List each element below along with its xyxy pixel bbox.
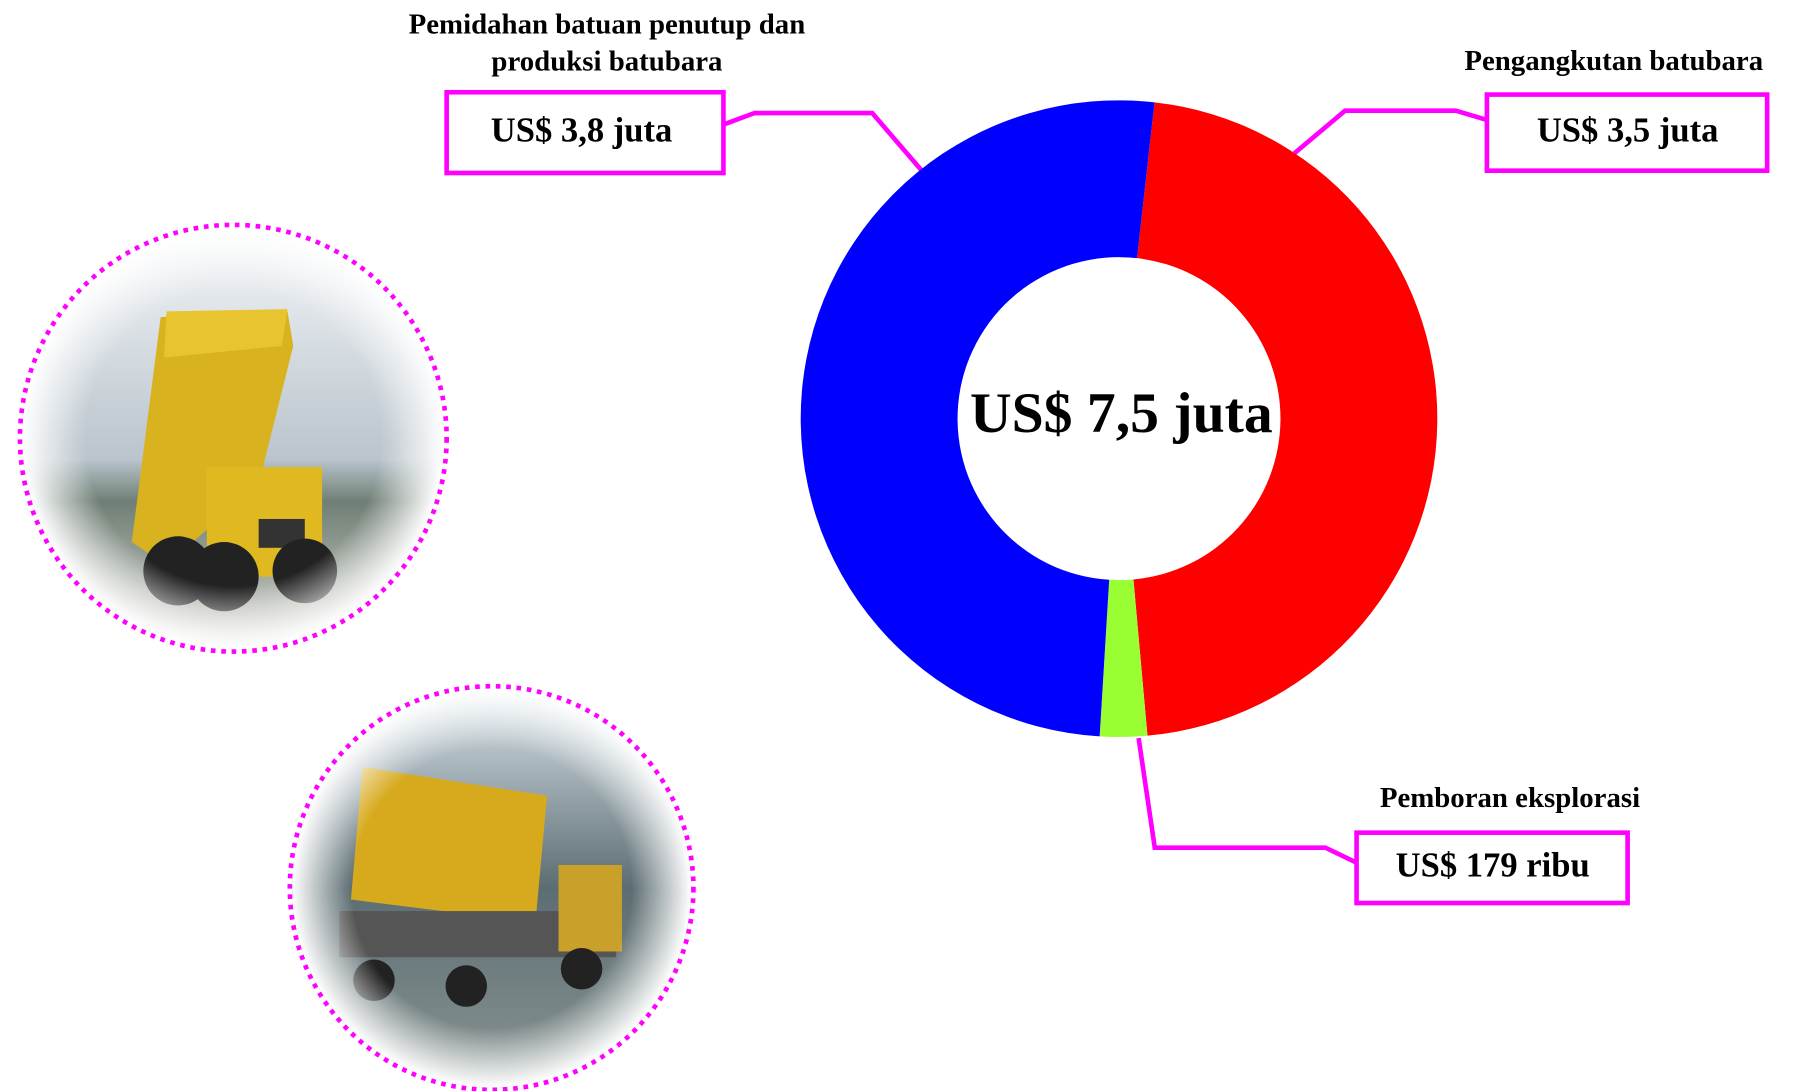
photo-trailer-truck xyxy=(287,683,696,1091)
donut-slice xyxy=(1099,579,1148,737)
callout-line xyxy=(722,110,924,173)
value-label: US$ 3,5 juta xyxy=(1537,112,1719,150)
donut xyxy=(800,100,1438,737)
photo-dump-truck xyxy=(17,222,449,654)
donut-slice xyxy=(1133,102,1438,736)
value-label: US$ 179 ribu xyxy=(1396,846,1590,884)
category-label-box: Pemidahan batuan penutup dan produksi ba… xyxy=(408,9,806,78)
callout-lines xyxy=(722,108,1488,865)
callout-boxes xyxy=(444,89,1770,906)
donut-slice xyxy=(800,100,1155,737)
category-label: Pengangkutan batubara xyxy=(1464,45,1763,77)
callout-box xyxy=(444,89,726,176)
center-label: US$ 7,5 juta xyxy=(970,382,1273,445)
value-label: US$ 3,8 juta xyxy=(491,112,673,150)
callout-box xyxy=(1354,830,1630,906)
callout-line xyxy=(1136,737,1358,865)
category-label: Pemidahan batuan penutup dan produksi ba… xyxy=(408,9,806,78)
callout-box xyxy=(1484,92,1770,173)
callout-line xyxy=(1292,108,1488,156)
category-label: Pemboran eksplorasi xyxy=(1380,782,1640,814)
